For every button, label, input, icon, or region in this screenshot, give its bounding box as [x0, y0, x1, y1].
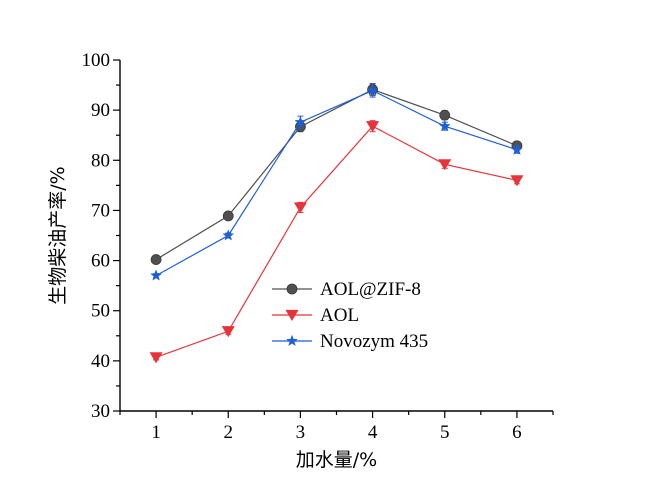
axes: 30 40 50 60 70 80 90 100 1 2 3 4 5 6: [82, 50, 554, 443]
x-tick-label: 5: [440, 422, 450, 443]
series-novozym-435: [150, 83, 523, 281]
y-tick-label: 30: [91, 401, 110, 422]
x-axis-title: 加水量/%: [296, 449, 377, 471]
y-tick-label: 90: [91, 100, 110, 121]
legend: AOL@ZIF-8 AOL Novozym 435: [272, 279, 428, 352]
data-point: [439, 109, 451, 121]
data-point: [510, 143, 523, 155]
y-tick-label: 70: [91, 200, 110, 221]
series-line-aol-zif-8: [155, 88, 518, 261]
x-tick-label: 4: [368, 422, 378, 443]
y-tick-label: 100: [82, 50, 111, 71]
x-tick-label: 6: [512, 422, 522, 443]
series-layer: [149, 83, 524, 364]
data-point: [221, 326, 235, 338]
series-line-aol: [155, 125, 518, 358]
y-tick-label: 80: [91, 150, 110, 171]
data-point: [510, 175, 524, 187]
legend-label: Novozym 435: [320, 331, 428, 352]
legend-marker: [285, 309, 299, 321]
legend-marker: [286, 283, 298, 295]
y-tick-label: 50: [91, 301, 110, 322]
x-tick-label: 2: [224, 422, 234, 443]
data-point: [294, 115, 307, 128]
data-point: [150, 269, 163, 281]
series-line-novozym-435: [155, 89, 518, 277]
y-tick-label: 40: [91, 351, 110, 372]
data-point: [293, 202, 307, 214]
legend-marker: [285, 334, 299, 347]
data-point: [149, 352, 163, 364]
data-point: [222, 229, 235, 241]
y-axis-title: 生物柴油产率/%: [47, 166, 69, 304]
data-point: [438, 159, 452, 171]
series-aol: [149, 120, 524, 364]
legend-label: AOL@ZIF-8: [320, 279, 421, 300]
legend-label: AOL: [320, 305, 359, 326]
series-aol-zif-8: [150, 83, 523, 265]
data-point: [150, 254, 162, 265]
data-point: [366, 121, 380, 133]
data-point: [438, 119, 451, 132]
y-tick-label: 60: [91, 251, 110, 272]
data-point: [222, 210, 234, 222]
data-point: [366, 84, 379, 96]
x-tick-label: 1: [151, 422, 161, 443]
x-tick-label: 3: [296, 422, 306, 443]
